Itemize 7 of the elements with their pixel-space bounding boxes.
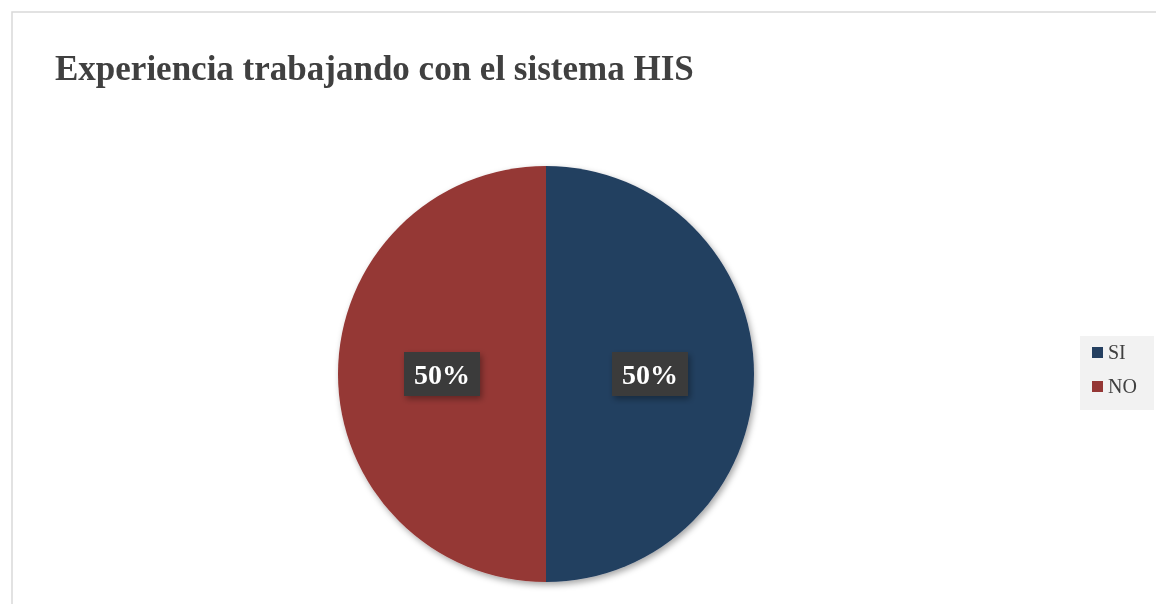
pie-slice [338,166,546,582]
pie-slice [546,166,754,582]
data-label: 50% [622,359,678,390]
legend-label: NO [1108,375,1137,397]
data-label: 50% [414,359,470,390]
legend-label: SI [1108,341,1126,363]
chart-title: Experiencia trabajando con el sistema HIS [55,49,694,88]
